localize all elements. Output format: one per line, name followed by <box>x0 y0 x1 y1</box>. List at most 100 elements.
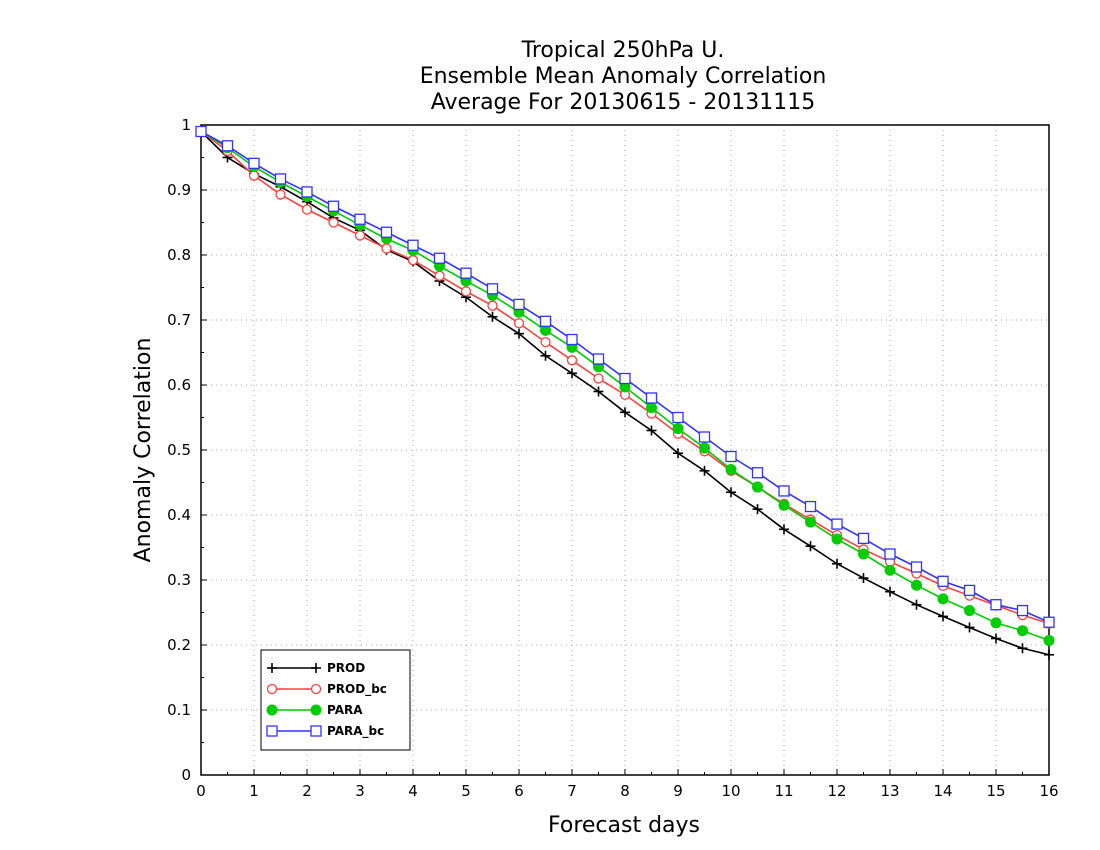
data-point-plus <box>620 407 630 418</box>
data-point-open-square <box>310 725 322 737</box>
data-point-plus <box>699 465 710 476</box>
data-point-open-circle <box>275 189 286 200</box>
chart-title: Tropical 250hPa U. Ensemble Mean Anomaly… <box>420 38 827 115</box>
data-point-plus <box>593 386 604 397</box>
data-point-open-square <box>910 561 923 573</box>
data-point-filled-circle <box>1043 634 1055 646</box>
data-point-plus <box>514 328 524 339</box>
data-point-filled-circle <box>778 499 790 511</box>
legend-item: PROD <box>267 661 365 675</box>
data-point-plus <box>779 524 789 535</box>
data-point-plus <box>858 573 869 584</box>
data-point-plus <box>1044 649 1054 660</box>
y-tick-label: 0.6 <box>167 376 191 394</box>
data-point-filled-circle <box>266 704 278 716</box>
data-point-open-square <box>1016 604 1029 617</box>
data-point-open-circle <box>266 683 278 695</box>
x-tick-label: 6 <box>514 782 524 800</box>
data-point-open-circle <box>381 243 392 254</box>
data-point-open-square <box>407 239 419 251</box>
data-point-filled-circle <box>937 593 949 605</box>
data-point-open-square <box>831 518 843 530</box>
data-point-open-square <box>884 548 896 560</box>
x-tick-label: 11 <box>774 782 793 800</box>
data-point-filled-circle <box>858 548 869 560</box>
x-tick-label: 8 <box>620 782 630 800</box>
data-point-open-circle <box>487 300 498 311</box>
data-point-open-square <box>990 599 1002 611</box>
legend-label: PARA_bc <box>327 724 384 739</box>
data-point-plus <box>646 425 657 436</box>
data-point-filled-circle <box>646 402 657 414</box>
data-point-open-circle <box>407 255 419 266</box>
data-point-filled-circle <box>831 533 843 545</box>
data-point-plus <box>938 611 948 622</box>
data-point-open-square <box>266 725 278 737</box>
data-point-open-circle <box>354 230 366 241</box>
data-point-plus <box>752 504 763 515</box>
data-point-open-square <box>645 392 658 404</box>
series-prod <box>196 126 1054 660</box>
data-point-plus <box>726 487 736 498</box>
data-point-open-square <box>778 485 790 497</box>
y-axis-ticks: 0 0.1 0.2 0.3 0.4 0.5 0.6 0.7 0.8 0.9 1 <box>167 116 207 784</box>
data-point-open-square <box>963 584 976 597</box>
y-tick-label: 0.7 <box>167 311 191 329</box>
data-point-open-square <box>274 173 287 185</box>
data-point-open-square <box>857 532 870 545</box>
data-point-open-square <box>751 467 764 479</box>
data-point-filled-circle <box>990 617 1002 629</box>
data-point-plus <box>267 663 277 673</box>
data-point-open-circle <box>310 683 322 695</box>
data-point-plus <box>673 448 683 459</box>
data-point-open-square <box>327 200 340 212</box>
data-point-open-circle <box>434 270 445 281</box>
data-point-open-square <box>698 431 711 443</box>
grid <box>201 125 1049 775</box>
data-point-plus <box>487 311 498 322</box>
data-point-filled-circle <box>725 464 737 475</box>
data-point-filled-circle <box>752 481 763 493</box>
y-tick-label: 0.9 <box>167 181 191 199</box>
x-tick-label: 4 <box>408 782 418 800</box>
data-point-open-square <box>513 298 525 311</box>
data-point-open-square <box>486 283 499 295</box>
legend-item: PROD_bc <box>266 682 387 697</box>
legend: PROD PROD_bc PARA PARA_bc <box>260 649 411 751</box>
data-point-open-square <box>672 411 684 424</box>
x-axis-label: Forecast days <box>548 813 700 838</box>
data-point-open-square <box>566 333 578 346</box>
x-tick-label: 14 <box>933 782 952 800</box>
data-point-plus <box>964 622 975 633</box>
data-point-open-square <box>460 267 472 279</box>
data-point-filled-circle <box>884 564 896 576</box>
series-para <box>195 126 1055 646</box>
data-point-filled-circle <box>699 442 710 454</box>
data-point-filled-circle <box>964 605 975 617</box>
x-tick-label: 9 <box>673 782 683 800</box>
data-point-open-square <box>937 575 949 587</box>
title-line-1: Tropical 250hPa U. <box>521 38 725 63</box>
data-point-open-circle <box>513 318 525 329</box>
x-tick-label: 16 <box>1039 782 1058 800</box>
x-tick-label: 5 <box>461 782 471 800</box>
data-point-open-circle <box>301 204 313 215</box>
data-point-filled-circle <box>672 423 684 435</box>
data-point-filled-circle <box>805 516 816 528</box>
data-point-open-square <box>221 140 234 152</box>
data-point-open-square <box>195 125 207 138</box>
data-point-open-square <box>539 315 552 327</box>
data-point-open-square <box>619 372 631 385</box>
data-point-plus <box>911 599 922 610</box>
data-point-open-circle <box>566 355 578 366</box>
x-tick-label: 13 <box>880 782 899 800</box>
x-axis-ticks: 0 1 2 3 4 5 6 7 8 9 10 11 12 13 14 15 16 <box>196 769 1059 800</box>
data-point-filled-circle <box>1017 625 1028 637</box>
data-point-plus <box>540 350 551 361</box>
x-tick-label: 15 <box>986 782 1005 800</box>
data-point-open-circle <box>248 170 260 181</box>
data-point-open-square <box>1043 616 1055 628</box>
data-point-open-square <box>354 213 366 225</box>
series-para-bc <box>195 125 1055 628</box>
legend-box <box>260 649 411 751</box>
